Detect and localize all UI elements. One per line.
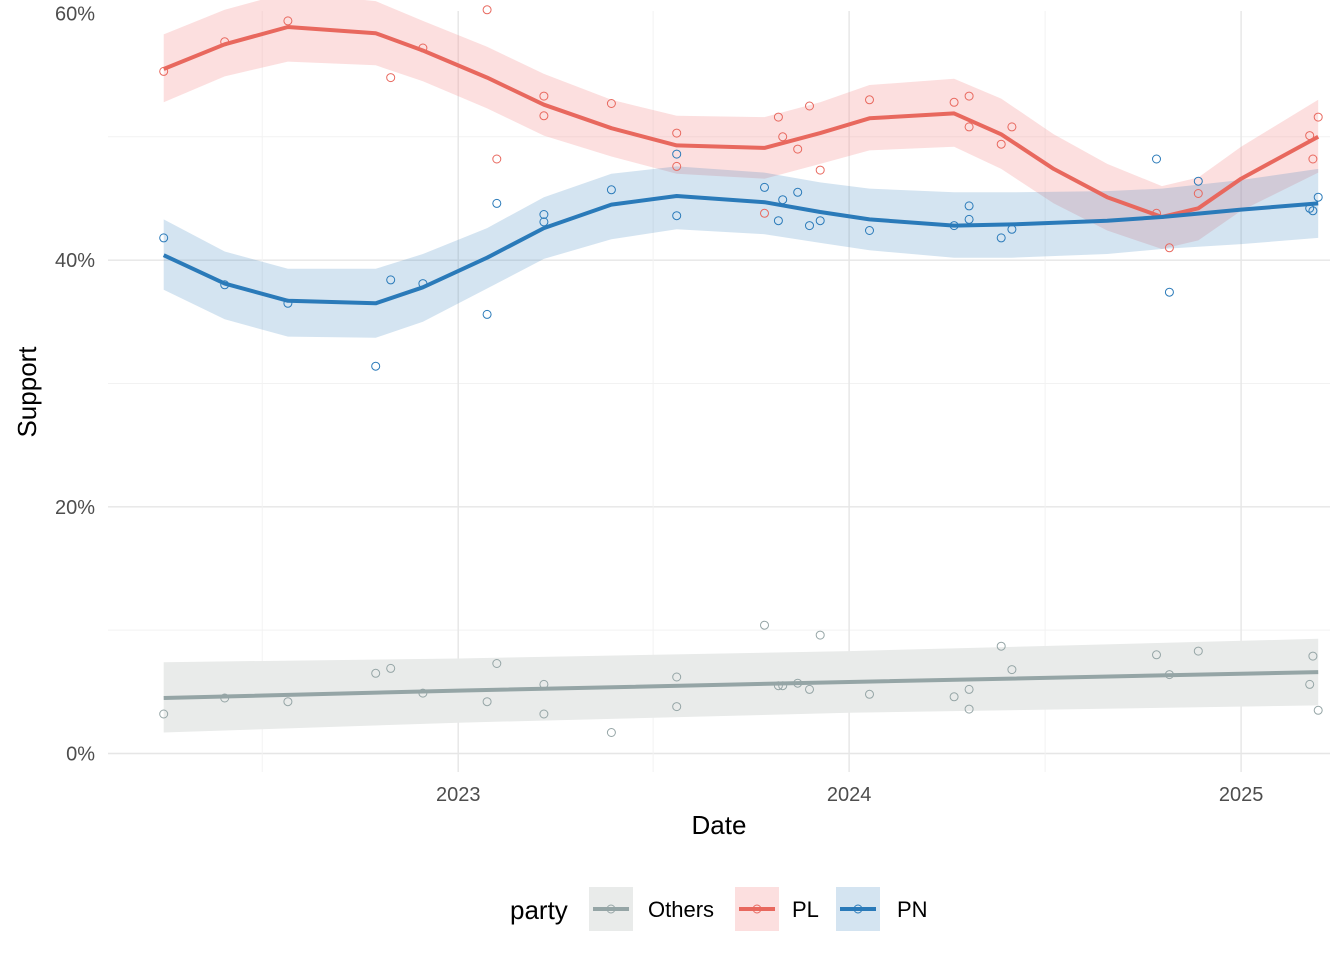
- y-axis-ticks: 0% 20% 40% 60%: [55, 3, 95, 765]
- pn-data-point: [159, 233, 169, 243]
- others-data-point: [482, 697, 492, 707]
- y-tick-label: 40%: [55, 250, 95, 272]
- y-tick-label: 0%: [66, 743, 95, 765]
- others-data-point: [1313, 705, 1323, 715]
- pl-data-point: [964, 91, 974, 101]
- pn-data-point: [1308, 206, 1318, 216]
- x-tick-label: 2024: [827, 784, 872, 806]
- others-data-point: [760, 620, 769, 630]
- pl-data-point: [949, 97, 959, 107]
- others-data-point: [1305, 679, 1315, 689]
- pl-data-point: [386, 73, 396, 83]
- pl-data-point: [778, 132, 788, 142]
- pl-data-point: [539, 91, 549, 101]
- legend-title: party: [510, 895, 568, 925]
- pl-data-point: [964, 122, 974, 132]
- pn-data-point: [386, 275, 396, 285]
- pn-data-point: [996, 233, 1006, 243]
- pn-data-point: [773, 216, 783, 226]
- others-data-point: [949, 692, 959, 702]
- pl-data-point: [672, 128, 682, 138]
- pn-data-point: [539, 210, 549, 219]
- trend-lines: [162, 25, 1320, 700]
- pl-data-point: [1308, 154, 1318, 164]
- legend-point-pl: [752, 904, 762, 914]
- others-data-point: [805, 684, 814, 694]
- pl-data-point: [760, 208, 769, 218]
- pl-data-point: [283, 16, 293, 26]
- others-data-point: [539, 709, 549, 719]
- y-tick-label: 60%: [55, 3, 95, 25]
- others-data-point: [606, 728, 616, 737]
- pn-data-point: [606, 185, 616, 195]
- others-data-point: [1007, 665, 1017, 675]
- pl-data-point: [539, 111, 549, 121]
- pn-data-point: [1193, 176, 1203, 186]
- pn-data-point: [482, 309, 492, 319]
- pn-data-point: [1152, 154, 1161, 164]
- others-trend-line: [163, 670, 1319, 700]
- x-tick-label: 2025: [1219, 784, 1264, 806]
- pn-data-point: [672, 211, 682, 221]
- pl-trend-line: [162, 25, 1320, 219]
- others-data-point: [371, 668, 381, 678]
- pl-data-point: [482, 5, 492, 15]
- pl-data-point: [492, 154, 502, 164]
- pn-trend-line: [162, 194, 1319, 306]
- pn-data-point: [492, 198, 502, 208]
- legend-point-others: [606, 904, 616, 914]
- others-data-point: [865, 689, 874, 699]
- pn-data-point: [1164, 287, 1174, 297]
- others-data-point: [964, 704, 974, 714]
- others-data-point: [672, 672, 682, 682]
- grid-lines: [108, 11, 1330, 772]
- others-data-point: [159, 709, 169, 719]
- others-data-point: [672, 702, 682, 712]
- pn-data-point: [793, 187, 803, 197]
- others-data-point: [1152, 650, 1161, 660]
- pn-data-point: [539, 217, 549, 227]
- pl-data-point: [1007, 122, 1017, 132]
- pl-data-point: [773, 112, 783, 122]
- pl-data-point: [672, 161, 682, 171]
- pl-data-point: [805, 101, 814, 111]
- pn-data-point: [1313, 192, 1323, 202]
- legend-label-pn: PN: [897, 897, 928, 922]
- x-axis-ticks: 2023 2024 2025: [436, 784, 1263, 806]
- pl-data-point: [996, 139, 1006, 149]
- pl-data-point: [815, 165, 825, 175]
- x-tick-label: 2023: [436, 784, 481, 806]
- pn-confidence-band: [163, 166, 1319, 338]
- pl-data-point: [606, 99, 616, 108]
- pn-data-point: [815, 216, 825, 226]
- pl-data-point: [1313, 112, 1323, 122]
- others-data-point: [1308, 651, 1318, 661]
- pn-data-point: [672, 149, 682, 159]
- pn-data-point: [865, 226, 874, 235]
- legend-point-pn: [853, 904, 863, 914]
- others-data-point: [996, 641, 1006, 651]
- y-axis-title: Support: [12, 346, 42, 438]
- others-data-point: [815, 630, 825, 640]
- pl-data-point: [865, 95, 874, 105]
- pn-data-point: [371, 361, 381, 371]
- others-data-point: [492, 659, 502, 668]
- legend-label-pl: PL: [792, 897, 819, 922]
- others-data-point: [386, 663, 396, 673]
- others-data-point: [283, 697, 293, 707]
- pl-data-point: [1164, 243, 1174, 253]
- pn-data-point: [964, 201, 974, 211]
- pn-data-point: [760, 182, 769, 192]
- legend-label-others: Others: [648, 897, 714, 922]
- y-tick-label: 20%: [55, 497, 95, 519]
- legend: party Others PL PN: [510, 887, 928, 931]
- others-data-point: [964, 684, 974, 694]
- x-axis-title: Date: [692, 810, 747, 840]
- pl-data-point: [793, 144, 803, 154]
- pn-data-point: [805, 221, 814, 231]
- pl-data-point: [1193, 189, 1203, 198]
- others-data-point: [1193, 646, 1203, 656]
